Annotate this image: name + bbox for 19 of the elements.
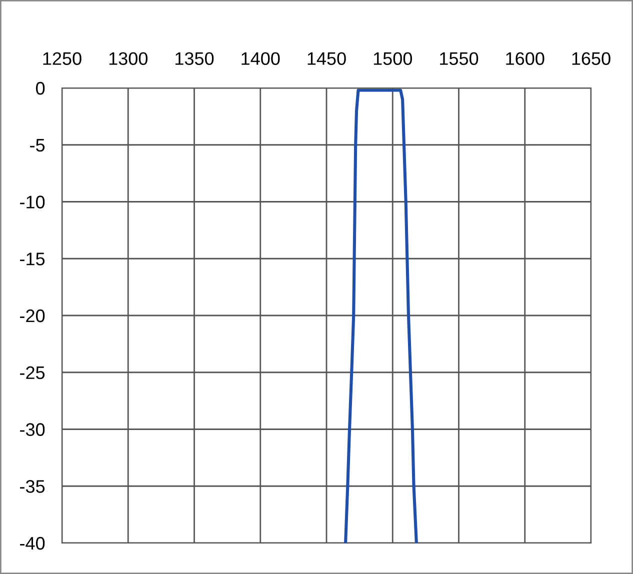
y-tick-label: -15 bbox=[20, 252, 45, 266]
y-tick-label: -20 bbox=[20, 309, 45, 322]
line-series bbox=[344, 88, 418, 543]
y-tick-label: -30 bbox=[20, 423, 45, 436]
x-tick-label: 1550 bbox=[440, 52, 478, 65]
x-tick-label: 1450 bbox=[308, 52, 346, 65]
y-tick-label: -5 bbox=[30, 138, 45, 152]
x-tick-label: 1400 bbox=[242, 52, 280, 65]
x-tick-label: 1350 bbox=[176, 52, 214, 65]
y-tick-label: -35 bbox=[20, 480, 45, 493]
y-tick-label: -10 bbox=[20, 196, 45, 208]
y-tick-label: 0 bbox=[36, 82, 45, 95]
y-tick-label: -40 bbox=[20, 536, 45, 550]
x-tick-label: 1600 bbox=[506, 52, 544, 65]
x-tick-label: 1250 bbox=[43, 52, 82, 65]
y-tick-label: -25 bbox=[20, 366, 45, 380]
x-tick-label: 1650 bbox=[572, 52, 610, 65]
x-tick-label: 1500 bbox=[374, 52, 412, 65]
x-tick-label: 1300 bbox=[109, 52, 148, 65]
